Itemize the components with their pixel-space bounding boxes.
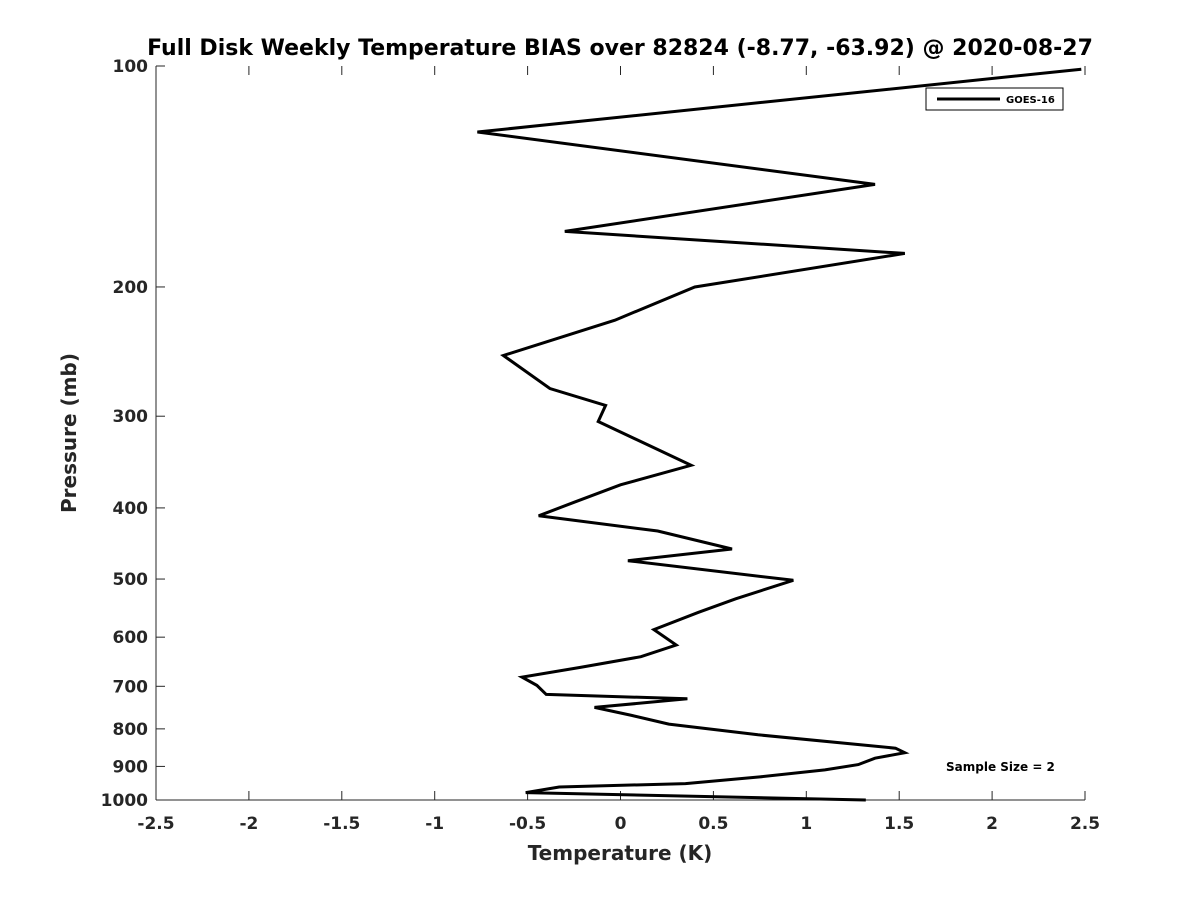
x-tick-label: -1 bbox=[425, 814, 444, 834]
series-layer bbox=[477, 67, 1082, 802]
x-tick-label: 2 bbox=[986, 814, 998, 834]
x-tick-label: 1.5 bbox=[884, 814, 914, 834]
y-axis-label: Pressure (mb) bbox=[57, 353, 81, 513]
y-tick-label: 100 bbox=[113, 57, 149, 77]
y-tick-label: 1000 bbox=[101, 791, 148, 811]
sample-size-note: Sample Size = 2 bbox=[946, 760, 1055, 774]
x-axis-label: Temperature (K) bbox=[528, 841, 713, 865]
y-tick-label: 300 bbox=[113, 407, 149, 427]
y-ticks: 100 200 300 400 500 600 700 800 900 1000 bbox=[101, 57, 165, 811]
y-tick-label: 600 bbox=[113, 628, 149, 648]
x-tick-label: -2.5 bbox=[137, 814, 174, 834]
x-tick-label: 0.5 bbox=[698, 814, 728, 834]
y-tick-label: 800 bbox=[113, 720, 149, 740]
chart-title: Full Disk Weekly Temperature BIAS over 8… bbox=[147, 36, 1093, 61]
legend-label-goes-16: GOES-16 bbox=[1006, 95, 1055, 106]
y-tick-label: 500 bbox=[113, 570, 149, 590]
y-tick-label: 400 bbox=[113, 499, 149, 519]
x-tick-label: -0.5 bbox=[509, 814, 546, 834]
legend: GOES-16 bbox=[925, 87, 1064, 111]
x-tick-label: 1 bbox=[800, 814, 812, 834]
y-tick-label: 700 bbox=[113, 677, 149, 697]
x-ticks: -2.5 -2 -1.5 -1 -0.5 0 0.5 1 1.5 2 2.5 bbox=[137, 66, 1100, 834]
x-tick-label: -2 bbox=[239, 814, 258, 834]
y-tick-label: 900 bbox=[113, 757, 149, 777]
x-tick-label: 0 bbox=[615, 814, 627, 834]
series-line-goes-16 bbox=[477, 67, 1082, 802]
x-tick-label: -1.5 bbox=[323, 814, 360, 834]
x-tick-label: 2.5 bbox=[1070, 814, 1100, 834]
y-tick-label: 200 bbox=[113, 278, 149, 298]
